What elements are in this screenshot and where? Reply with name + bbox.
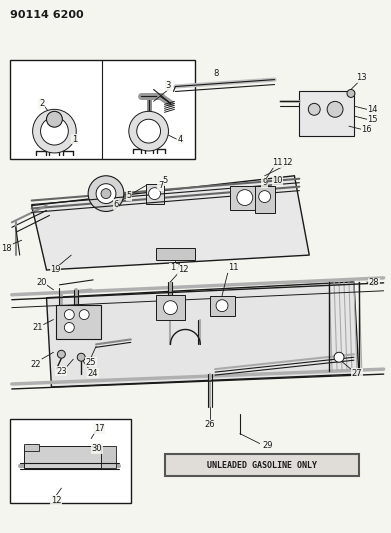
Text: 1: 1 [72,134,77,143]
Circle shape [259,191,271,203]
Text: 23: 23 [56,367,67,376]
Circle shape [216,300,228,312]
Text: 12: 12 [178,265,188,274]
Circle shape [96,184,116,204]
Circle shape [77,353,85,361]
Circle shape [308,103,320,115]
Bar [24,447,101,469]
Bar [56,305,101,340]
Text: 16: 16 [362,125,372,134]
Text: 21: 21 [32,323,43,332]
Text: 27: 27 [352,369,362,377]
Bar [210,296,235,316]
Text: 4: 4 [178,134,183,143]
Bar [300,92,354,136]
Text: 8: 8 [213,69,219,78]
Text: 11: 11 [272,158,283,167]
Circle shape [32,109,76,153]
Circle shape [137,119,161,143]
Text: 30: 30 [92,444,102,453]
Text: 9: 9 [262,178,267,187]
Text: 29: 29 [262,441,273,450]
Circle shape [65,322,74,333]
Text: 26: 26 [205,420,215,429]
Circle shape [88,176,124,212]
Text: 20: 20 [36,278,47,287]
Bar [230,185,260,211]
Circle shape [129,111,169,151]
Text: 5: 5 [126,191,131,200]
Text: 17: 17 [170,263,181,272]
Text: 11: 11 [228,263,238,272]
Bar [255,185,274,213]
Bar [156,248,195,260]
Circle shape [163,301,178,314]
Circle shape [347,90,355,98]
Polygon shape [32,176,309,270]
Text: 10: 10 [272,176,283,185]
Circle shape [237,190,253,206]
Text: 90114 6200: 90114 6200 [10,10,83,20]
Circle shape [327,101,343,117]
Bar [10,419,131,503]
Text: 17: 17 [94,424,104,433]
Text: 19: 19 [50,265,61,274]
Circle shape [65,310,74,320]
Polygon shape [47,282,359,387]
Bar [10,60,195,159]
Bar [101,447,116,469]
Circle shape [334,352,344,362]
Circle shape [149,188,161,199]
Text: 5: 5 [163,176,168,185]
Bar [146,184,163,204]
Text: 6: 6 [113,200,118,209]
Bar [24,443,39,451]
Bar [165,455,359,476]
Text: 3: 3 [166,81,171,90]
Circle shape [47,111,63,127]
Text: 15: 15 [368,115,378,124]
Text: 14: 14 [368,105,378,114]
Text: 22: 22 [30,360,41,369]
Text: 24: 24 [88,369,99,377]
Circle shape [41,117,68,145]
Text: UNLEADED GASOLINE ONLY: UNLEADED GASOLINE ONLY [207,461,317,470]
Circle shape [101,189,111,199]
Circle shape [57,350,65,358]
Circle shape [79,310,89,320]
Text: 2: 2 [39,99,44,108]
Text: 12: 12 [282,158,293,167]
Text: 12: 12 [51,496,62,505]
Bar [156,295,185,320]
Text: 28: 28 [368,278,379,287]
Text: 13: 13 [357,73,367,82]
Text: 7: 7 [158,181,163,190]
Text: 18: 18 [2,244,12,253]
Text: 25: 25 [86,358,96,367]
